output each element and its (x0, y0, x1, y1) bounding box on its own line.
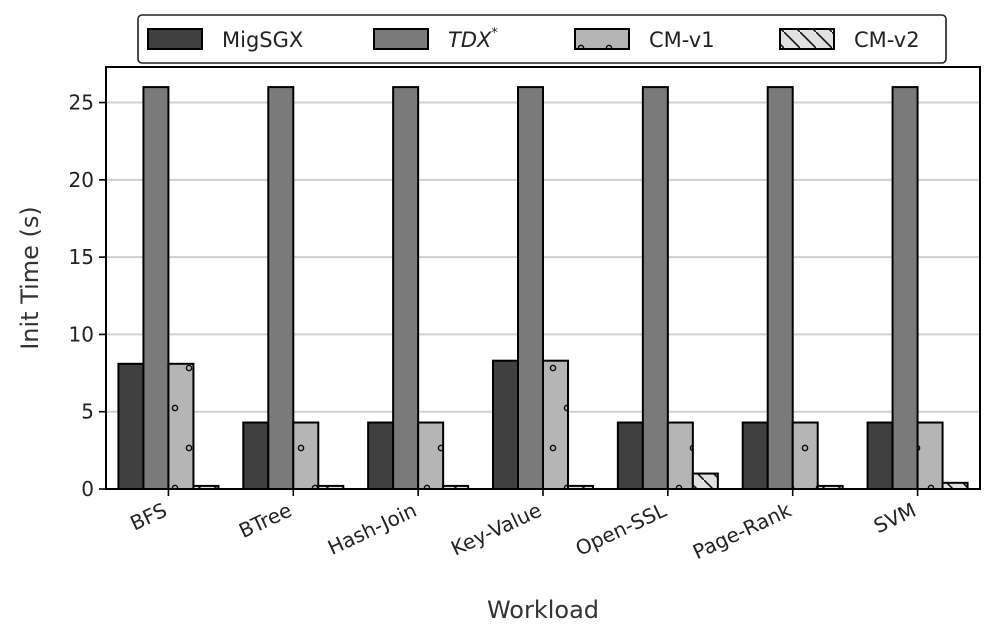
bar-tdx-key-value (517, 86, 544, 490)
x-tick-label: Hash-Join (324, 498, 420, 560)
legend-swatch (779, 28, 835, 50)
legend-label: CM-v1 (649, 28, 715, 52)
bar-migsgx-key-value (492, 359, 519, 491)
bar-cm-v1-btree (292, 421, 320, 490)
bar-cm-v1-svm (916, 421, 944, 490)
legend-swatch (147, 28, 203, 50)
bar-cm-v1-bfs (167, 362, 195, 490)
x-tick-label: Key-Value (447, 498, 545, 561)
x-axis-ticks: BFS BTree Hash-Join Key-Value Open-SSL Page-R… (126, 489, 920, 565)
bar-migsgx-bfs (117, 362, 145, 490)
y-tick-label: 0 (81, 477, 94, 501)
legend-label: CM-v2 (854, 28, 920, 52)
bar-tdx-page-rank (766, 86, 794, 490)
bars (117, 86, 969, 491)
legend-label: TDX* (448, 26, 498, 52)
legend-swatch (373, 28, 429, 50)
y-axis-title: Init Time (s) (16, 206, 44, 350)
y-axis-ticks: 0 5 10 15 20 25 (69, 91, 106, 501)
y-tick-label: 10 (69, 322, 94, 346)
bar-tdx-hash-join (392, 86, 420, 490)
x-tick-label: BTree (235, 498, 295, 543)
y-tick-label: 5 (81, 400, 94, 424)
bar-tdx-btree (267, 86, 295, 490)
bar-cm-v1-open-ssl (666, 421, 694, 490)
bar-migsgx-btree (242, 421, 270, 490)
bar-cm-v1-key-value (542, 359, 569, 491)
x-tick-label: Open-SSL (572, 497, 671, 560)
legend-swatch (574, 28, 630, 50)
bar-cm-v2-open-ssl (691, 472, 719, 490)
bar-migsgx-page-rank (741, 421, 769, 490)
legend-box (137, 14, 947, 64)
bar-tdx-svm (891, 86, 919, 490)
bar-cm-v1-page-rank (791, 421, 819, 490)
bar-tdx-bfs (142, 86, 170, 490)
bar-tdx-open-ssl (641, 86, 669, 490)
bar-migsgx-svm (866, 421, 894, 490)
y-tick-label: 25 (69, 91, 94, 115)
bar-migsgx-open-ssl (616, 421, 644, 490)
y-tick-label: 20 (69, 168, 94, 192)
bar-migsgx-hash-join (367, 421, 395, 490)
legend: MigSGX TDX* CM-v1 CM-v2 (137, 14, 947, 64)
y-tick-label: 15 (69, 245, 94, 269)
x-tick-label: SVM (870, 498, 920, 538)
legend-label: MigSGX (222, 28, 303, 52)
x-tick-label: BFS (126, 498, 170, 536)
bar-cm-v1-hash-join (417, 421, 445, 490)
x-tick-label: Page-Rank (689, 498, 795, 565)
x-axis-title: Workload (487, 596, 599, 624)
